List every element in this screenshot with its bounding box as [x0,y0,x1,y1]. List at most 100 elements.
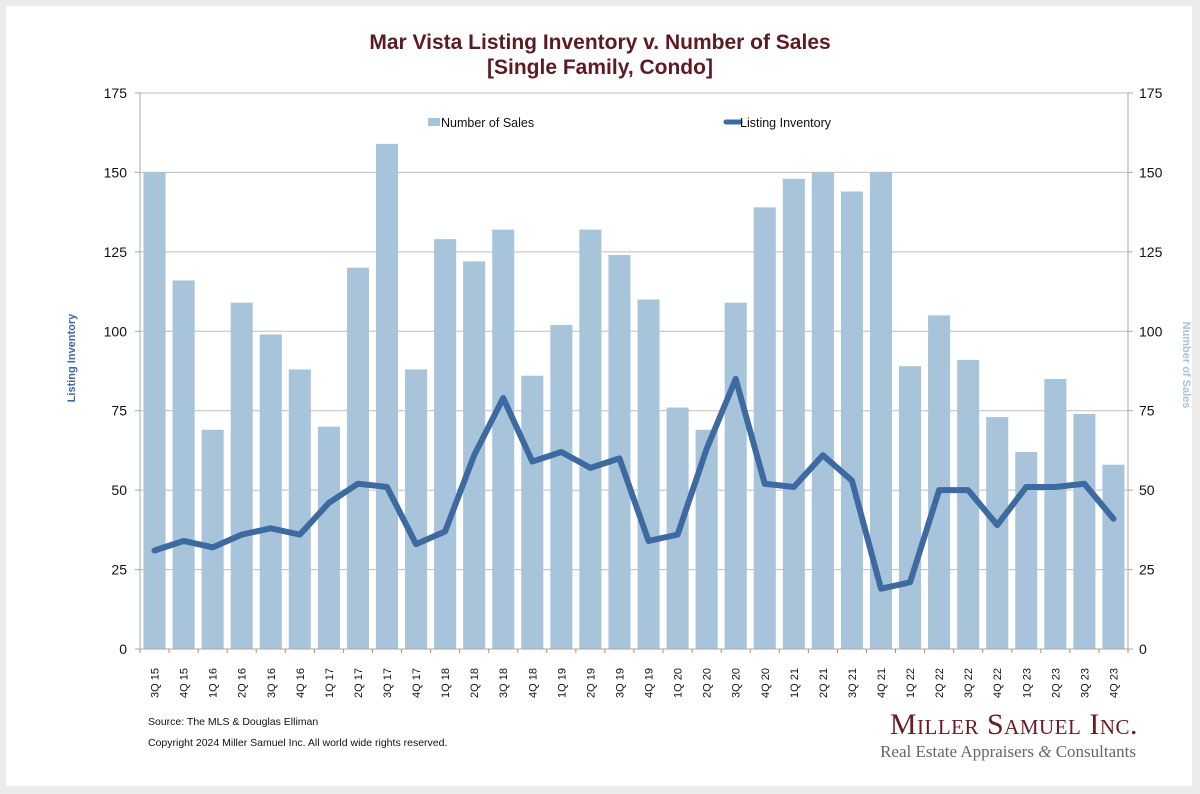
x-tick-label: 4Q 17 [411,668,423,698]
sales-bar [405,369,428,649]
y-tick-label-right: 25 [1139,562,1155,578]
sales-bar [1102,464,1125,649]
sales-bar [957,359,980,649]
x-tick-label: 1Q 23 [1021,668,1033,698]
x-tick-label: 3Q 17 [382,668,394,698]
sales-bar [521,375,544,649]
x-tick-label: 3Q 15 [150,668,162,698]
y-tick-label-left: 100 [104,323,128,339]
sales-bar [840,191,863,649]
sales-bar [637,299,660,649]
x-tick-label: 4Q 20 [760,668,772,698]
x-tick-label: 2Q 19 [585,668,597,698]
sales-bar [1044,378,1067,649]
x-tick-label: 4Q 22 [992,668,1004,698]
legend: Number of Sales Listing Inventory [428,116,832,130]
sales-bar [550,324,573,649]
sales-bar [143,172,166,649]
sales-bar [695,429,718,649]
sales-bar [724,302,747,649]
x-tick-label: 4Q 18 [527,668,539,698]
y-tick-label-right: 75 [1139,403,1155,419]
x-tick-label: 3Q 19 [614,668,626,698]
chart-title: Mar Vista Listing Inventory v. Number of… [369,31,831,54]
x-tick-label: 1Q 18 [440,668,452,698]
x-tick-label: 2Q 22 [934,668,946,698]
x-tick-label: 2Q 18 [469,668,481,698]
sales-bar [928,315,951,649]
x-tick-label: 4Q 16 [295,668,307,698]
x-tick-label: 3Q 16 [266,668,278,698]
y-tick-label-left: 0 [119,641,127,657]
sales-bar [986,417,1009,649]
sales-bar [1015,452,1038,649]
y-tick-label-right: 125 [1139,244,1163,260]
x-tick-label: 4Q 19 [644,668,656,698]
y-tick-label-left: 25 [111,562,127,578]
y-tick-label-right: 100 [1139,323,1163,339]
sales-bar [753,207,776,649]
sales-bar [782,178,805,650]
x-tick-label: 1Q 20 [673,668,685,698]
source-note: Source: The MLS & Douglas Elliman [148,716,319,728]
sales-bar [172,280,195,649]
y-tick-label-right: 0 [1139,641,1147,657]
y-axis-left-title: Listing Inventory [66,313,78,403]
chart-subtitle: [Single Family, Condo] [487,56,713,79]
sales-bar [579,229,602,650]
x-tick-label: 1Q 22 [905,668,917,698]
sales-bar [608,255,631,649]
y-tick-label-left: 50 [111,482,127,498]
tagline-ampersand: & [1038,742,1052,761]
x-tick-label: 1Q 19 [556,668,568,698]
tagline-part: Consultants [1051,742,1136,761]
sales-bar [375,143,399,649]
y-tick-label-left: 125 [104,244,128,260]
x-tick-label: 2Q 17 [353,668,365,698]
tagline-part: Real Estate Appraisers [880,742,1039,761]
x-tick-label: 4Q 23 [1108,668,1120,698]
legend-label-inventory: Listing Inventory [740,116,832,130]
company-logo: Miller Samuel Inc. [889,708,1138,741]
tick-labels: 0 0 25 25 50 50 75 75 100 100 125 125 150 150 175 175 3Q… [104,85,1163,698]
bars [143,143,1125,650]
x-tick-label: 3Q 20 [731,668,743,698]
chart-title-block: Mar Vista Listing Inventory v. Number of… [0,30,1200,80]
sales-bar [288,369,311,649]
x-tick-label: 2Q 16 [237,668,249,698]
copyright-note: Copyright 2024 Miller Samuel Inc. All wo… [148,737,448,749]
x-tick-label: 1Q 16 [208,668,220,698]
x-tick-label: 2Q 23 [1050,668,1062,698]
x-tick-label: 1Q 21 [789,668,801,698]
legend-swatch-sales [428,118,440,126]
x-tick-label: 1Q 17 [324,668,336,698]
sales-bar [346,267,369,649]
legend-label-sales: Number of Sales [441,116,534,130]
sales-bar [434,239,457,650]
y-tick-label-left: 175 [104,85,128,101]
company-tagline: Real Estate Appraisers & Consultants [880,742,1136,762]
sales-bar [230,302,253,649]
sales-bar [201,429,224,649]
x-tick-label: 3Q 23 [1079,668,1091,698]
x-tick-label: 4Q 21 [876,668,888,698]
inventory-line-group [151,375,1117,592]
x-tick-label: 3Q 21 [847,668,859,698]
x-tick-label: 3Q 22 [963,668,975,698]
sales-bar [869,172,893,649]
y-tick-label-right: 50 [1139,482,1155,498]
y-tick-label-right: 175 [1139,85,1163,101]
y-tick-label-left: 75 [111,403,127,419]
x-tick-label: 4Q 15 [179,668,191,698]
sales-bar [1073,413,1096,649]
y-tick-label-right: 150 [1139,164,1163,180]
sales-bar [899,366,922,649]
axes [135,92,1133,653]
sales-bar [492,229,515,650]
x-tick-label: 2Q 20 [702,668,714,698]
sales-bar [259,334,282,649]
y-axis-right-title: Number of Sales [1180,322,1192,409]
x-tick-label: 3Q 18 [498,668,510,698]
sales-bar [811,172,834,649]
